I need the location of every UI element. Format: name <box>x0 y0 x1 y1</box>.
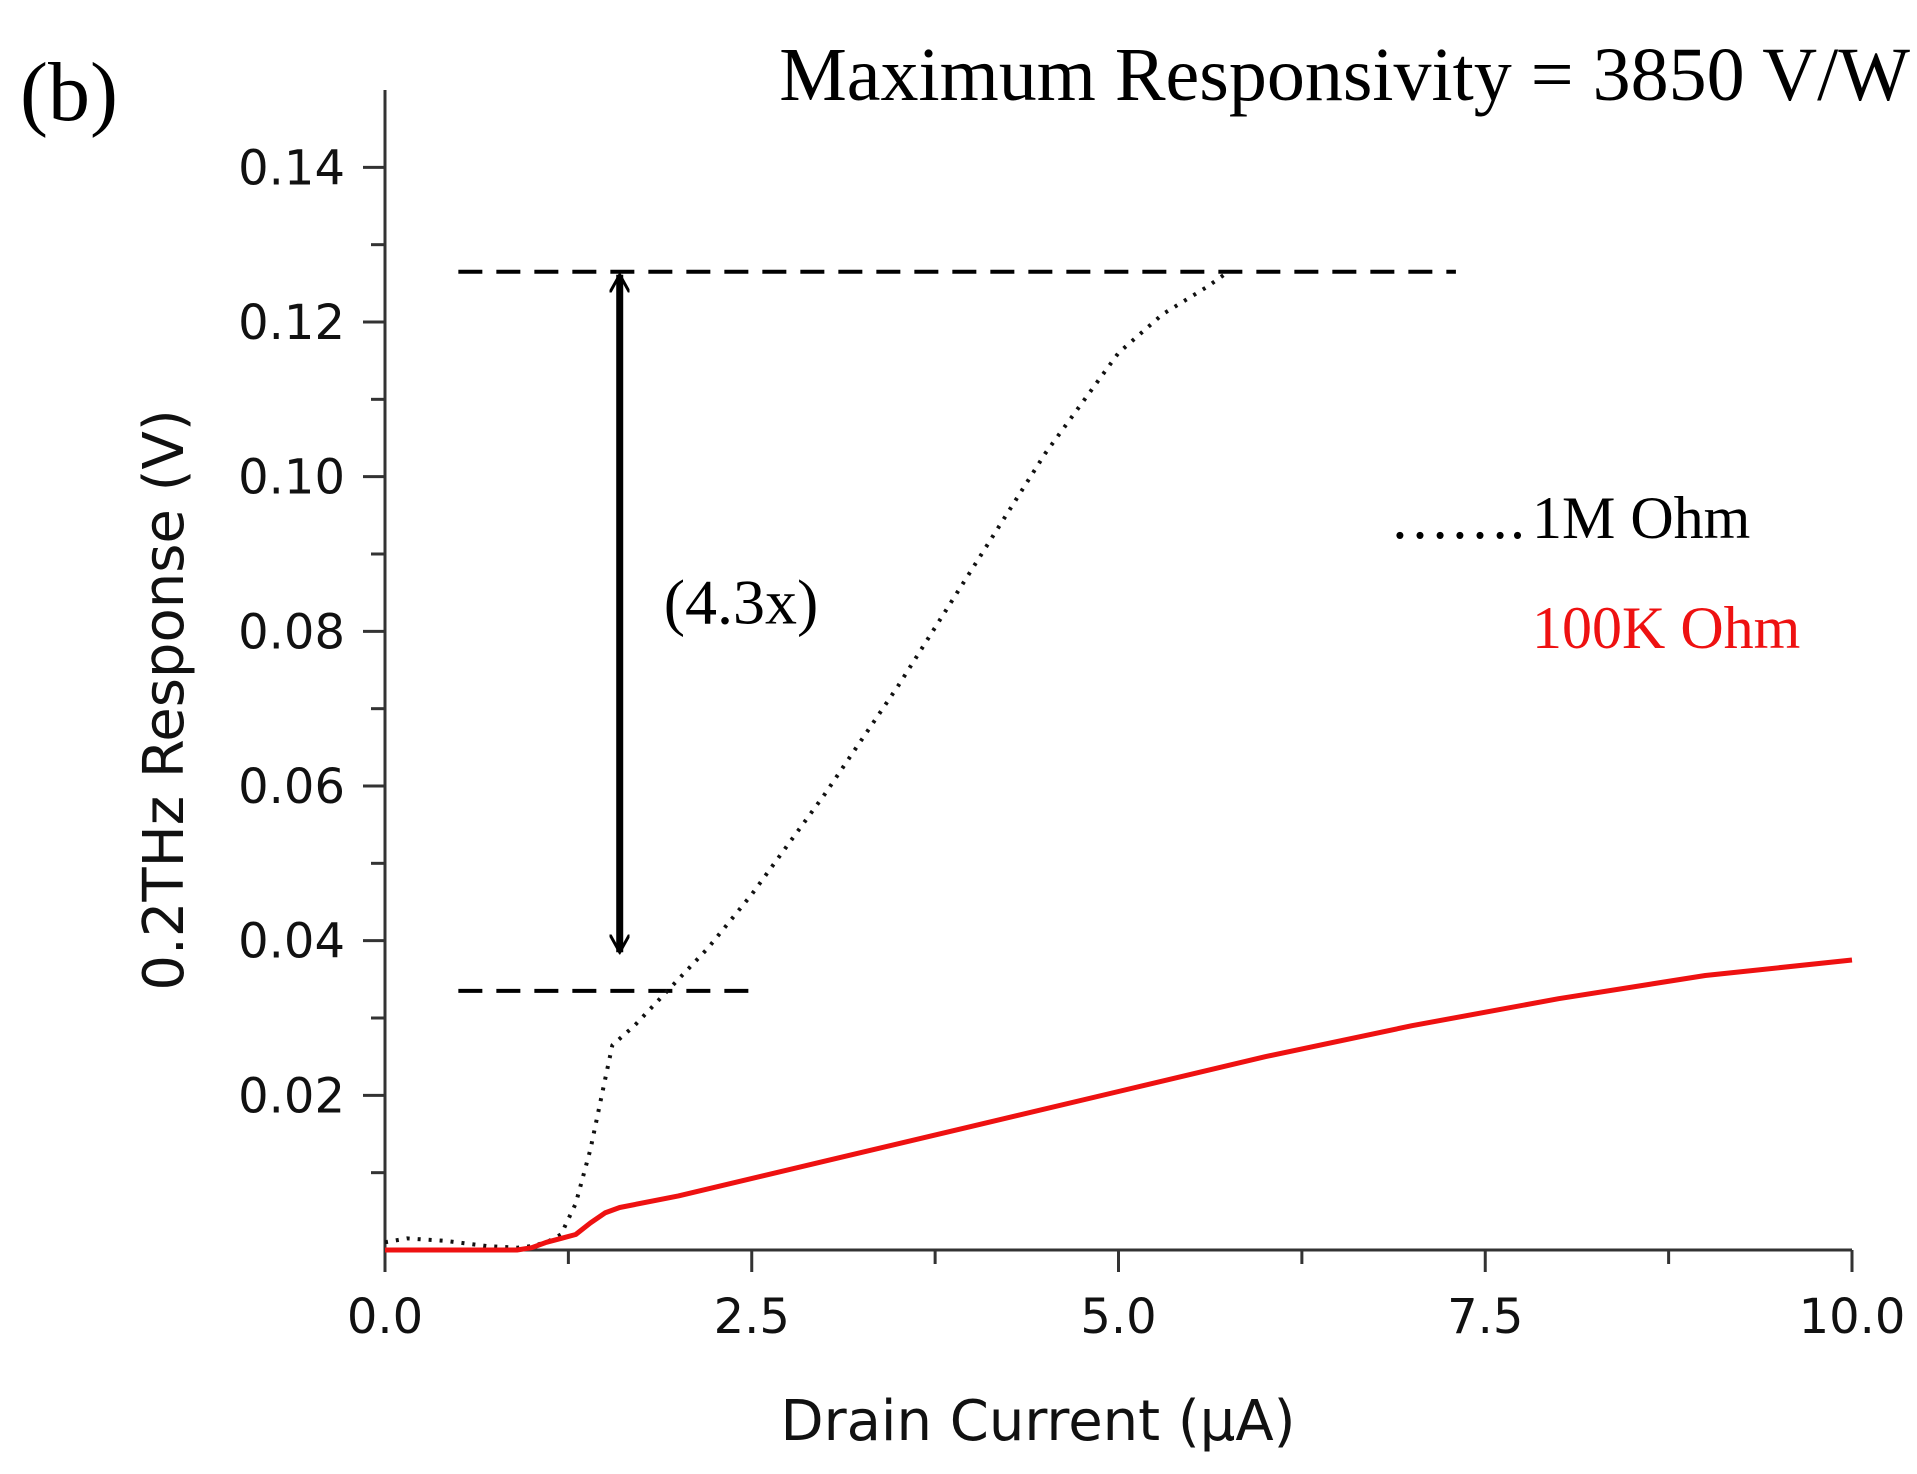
legend: ……. 1M Ohm 100K Ohm <box>1390 485 1800 661</box>
series-line-100k-ohm <box>385 957 1853 1253</box>
legend-label-100k-ohm: 100K Ohm <box>1532 595 1800 661</box>
x-tick-label: 2.5 <box>714 1289 790 1345</box>
y-tick-label: 0.04 <box>238 914 345 970</box>
series-layer <box>384 270 1853 1253</box>
x-tick-label: 7.5 <box>1447 1289 1523 1345</box>
y-ticks: 0.02 0.04 0.06 0.08 0.10 0.12 0.14 <box>238 140 385 1175</box>
panel-label: (b) <box>20 46 118 139</box>
y-tick-label: 0.02 <box>238 1068 345 1124</box>
x-tick-label: 0.0 <box>347 1289 423 1345</box>
x-ticks: 0.0 2.5 5.0 7.5 10.0 <box>347 1250 1906 1345</box>
y-tick-label: 0.14 <box>238 140 345 196</box>
y-tick-label: 0.08 <box>238 604 345 660</box>
legend-marker-1m-ohm: ……. <box>1390 485 1525 551</box>
annotation-layer: (4.3x) <box>620 275 819 953</box>
y-axis-title: 0.2THz Response (V) <box>132 409 197 990</box>
legend-label-1m-ohm: 1M Ohm <box>1532 485 1750 551</box>
x-tick-label: 5.0 <box>1080 1289 1156 1345</box>
reference-lines <box>458 269 1456 993</box>
series-line-1m-ohm <box>384 270 1230 1250</box>
ratio-annotation-text: (4.3x) <box>664 567 819 638</box>
x-tick-label: 10.0 <box>1799 1289 1906 1345</box>
y-tick-label: 0.06 <box>238 759 345 815</box>
y-tick-label: 0.10 <box>238 450 345 506</box>
y-tick-label: 0.12 <box>238 295 345 351</box>
chart-title: Maximum Responsivity = 3850 V/W <box>779 33 1910 117</box>
x-axis-title: Drain Current (μA) <box>780 1389 1295 1454</box>
axes <box>383 90 1852 1252</box>
